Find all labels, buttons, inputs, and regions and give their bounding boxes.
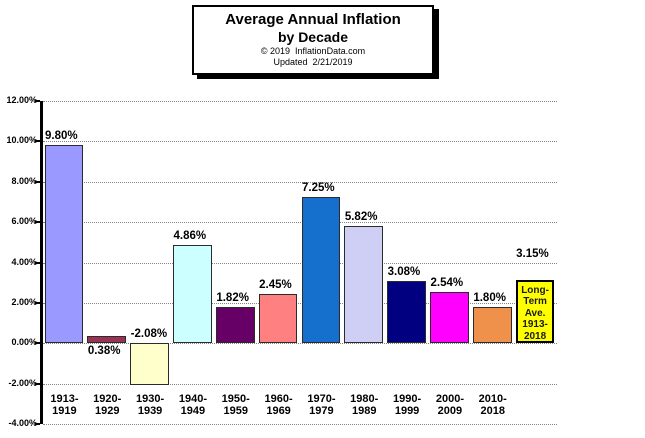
- gridline-2.00%: [43, 302, 557, 304]
- x-label-line1: 2000-: [435, 393, 464, 405]
- gridline-0.00%: [43, 343, 557, 345]
- bar-1930-1939: [130, 343, 169, 386]
- long-term-bar-label-line: Ave.: [524, 307, 546, 319]
- y-axis-tick: [35, 301, 40, 304]
- bar-value-label: 9.80%: [45, 130, 78, 143]
- x-label-line2: 1959: [223, 404, 248, 417]
- gridline-12.00%: [43, 101, 557, 102]
- long-term-bar-label-line: Term: [523, 296, 547, 308]
- long-term-bar-label-line: Long-: [521, 284, 549, 296]
- gridline--2.00%: [43, 383, 557, 385]
- y-axis-tick-label: 2.00%: [11, 296, 37, 307]
- long-term-average-bar: Long- Term Ave. 1913- 2018: [515, 279, 555, 344]
- bar-1940-1949: [173, 245, 212, 344]
- x-label-line1: 1940-: [178, 393, 207, 405]
- copyright-text: © 2019 InflationData.com: [260, 46, 366, 56]
- x-axis-category-label: 1960- 1969: [257, 393, 300, 417]
- x-axis-category-label: 2000- 2009: [429, 393, 472, 417]
- long-term-bar-label-line: 1913-: [522, 319, 548, 331]
- x-label-line2: 1989: [352, 404, 377, 417]
- gridline-4.00%: [43, 262, 557, 264]
- gridline-6.00%: [43, 222, 557, 224]
- x-label-line2: 1969: [266, 404, 291, 417]
- long-term-bar-label-line: 2018: [523, 331, 547, 343]
- gridline-8.00%: [43, 181, 557, 183]
- bar-value-label: 2.54%: [430, 276, 464, 289]
- x-label-line2: 2018: [480, 404, 505, 417]
- x-label-line1: 1980-: [350, 393, 379, 405]
- x-label-line1: 1913-: [50, 393, 79, 405]
- y-axis-tick-label: 0.00%: [11, 337, 37, 348]
- y-axis-tick-label: 4.00%: [11, 256, 37, 267]
- y-axis-tick: [35, 342, 40, 345]
- y-axis-tick: [35, 423, 40, 425]
- x-label-line2: 1929: [95, 404, 120, 417]
- x-axis-category-label: 1950- 1959: [214, 393, 257, 417]
- x-axis-category-label: 1913- 1919: [43, 393, 86, 417]
- x-label-line2: 1919: [52, 404, 77, 417]
- bar-2010-2018: [472, 306, 512, 344]
- plot-area: 9.80% 1913- 1919 0.38% 1920- 1929 -2.08% 1930- 1…: [35, 100, 557, 425]
- x-label-line2: 1949: [180, 404, 206, 417]
- x-label-line1: 1990-: [393, 393, 422, 405]
- x-label-line1: 1920-: [93, 393, 122, 405]
- y-axis-tick-label: -4.00%: [8, 418, 37, 428]
- bar-value-label: 7.25%: [302, 181, 335, 194]
- gridline--4.00%: [43, 424, 557, 425]
- x-label-line2: 1979: [309, 404, 334, 417]
- x-label-line1: 1970-: [307, 393, 336, 405]
- x-axis-category-label: 2010- 2018: [471, 393, 514, 417]
- x-axis-category-label: 1980- 1989: [343, 393, 386, 417]
- x-axis-category-label: 1990- 1999: [386, 393, 429, 417]
- bar-value-label: 4.86%: [173, 230, 207, 243]
- y-axis-tick-label: -2.00%: [8, 377, 37, 388]
- y-axis-tick: [35, 221, 40, 224]
- x-axis-category-label: 1920- 1929: [86, 393, 129, 417]
- bar-1913-1919: [44, 145, 84, 344]
- bar-value-label: -2.08%: [130, 328, 168, 341]
- bar-value-label: 3.08%: [387, 266, 421, 279]
- x-label-line2: 1939: [137, 404, 163, 417]
- x-label-line2: 2009: [437, 404, 463, 417]
- bar-value-label: 1.82%: [216, 291, 249, 304]
- y-axis-tick: [35, 261, 40, 264]
- x-label-line1: 2010-: [478, 393, 507, 405]
- bar-1970-1979: [301, 196, 341, 344]
- gridline-10.00%: [43, 141, 557, 143]
- chart-title-box: Average Annual Inflation by Decade © 201…: [192, 5, 434, 75]
- x-axis-category-label: 1930- 1939: [129, 393, 172, 417]
- bar-1950-1959: [215, 306, 255, 344]
- y-axis-tick: [35, 382, 40, 385]
- x-label-line1: 1930-: [136, 393, 165, 405]
- y-axis-tick-label: 10.00%: [6, 135, 37, 146]
- bar-value-label: 5.82%: [344, 210, 378, 223]
- bar-1920-1929: [87, 335, 127, 344]
- bar-1960-1969: [258, 293, 298, 344]
- chart-title: Average Annual Inflation: [225, 11, 401, 28]
- x-axis-category-label: 1970- 1979: [300, 393, 343, 417]
- y-axis-tick: [35, 180, 40, 183]
- y-axis-tick-label: 6.00%: [11, 216, 37, 227]
- x-axis-category-label: 1940- 1949: [172, 393, 215, 417]
- bar-value-label: 0.38%: [87, 345, 121, 358]
- y-axis-tick-label: 8.00%: [11, 175, 37, 186]
- y-axis-tick: [35, 100, 40, 102]
- bar-1990-1999: [387, 281, 426, 344]
- chart-subtitle: by Decade: [277, 29, 349, 45]
- x-label-line2: 1999: [394, 404, 420, 417]
- bar-value-label: 2.45%: [259, 278, 292, 291]
- x-label-line1: 1960-: [264, 393, 293, 405]
- y-axis-tick-label: 12.00%: [6, 95, 37, 105]
- bar-value-label: 1.80%: [473, 291, 506, 304]
- y-axis-tick: [35, 140, 40, 143]
- bar-value-label: 3.15%: [516, 247, 549, 260]
- bar-2000-2009: [430, 291, 469, 344]
- x-label-line1: 1950-: [221, 393, 250, 405]
- bar-1980-1989: [344, 225, 384, 344]
- updated-text: Updated 2/21/2019: [273, 57, 353, 67]
